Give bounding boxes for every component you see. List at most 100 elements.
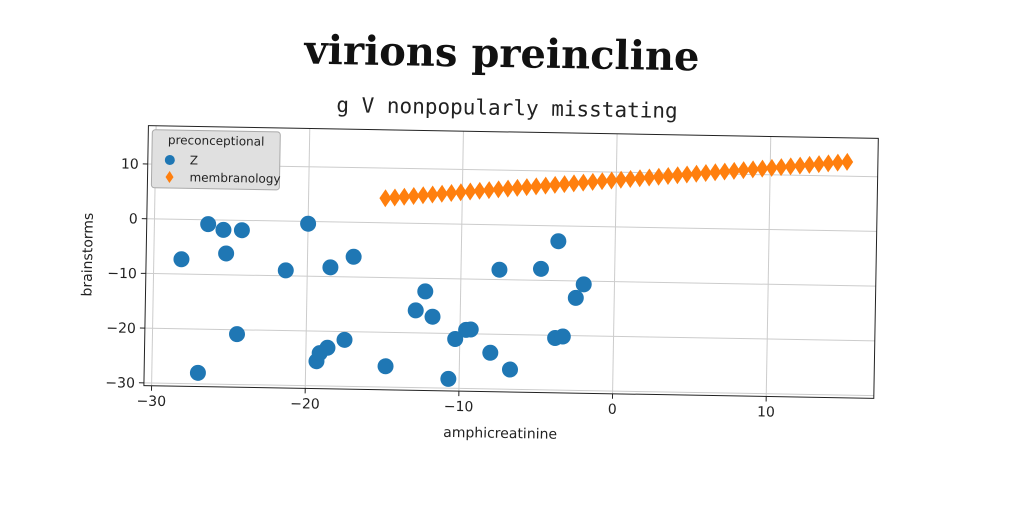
z-point: [336, 331, 353, 348]
membranology-point: [803, 155, 816, 174]
y-tick-label: −10: [107, 266, 137, 283]
membranology-point: [633, 169, 646, 188]
x-tick-label: −10: [444, 399, 474, 416]
z-point: [550, 233, 567, 250]
z-point: [377, 358, 394, 375]
z-point: [319, 339, 336, 356]
x-tick-label: 10: [757, 404, 775, 420]
z-point: [233, 222, 250, 239]
membranology-point: [577, 173, 590, 192]
x-tick-label: −20: [290, 396, 320, 413]
membranology-point: [775, 158, 788, 177]
membranology-point: [831, 153, 844, 172]
membranology-point: [671, 166, 684, 185]
z-point: [345, 248, 362, 265]
z-point: [200, 216, 217, 233]
legend-z-marker: [164, 155, 175, 166]
membranology-point: [454, 183, 467, 202]
z-point: [447, 331, 464, 348]
y-tick-label: −20: [106, 320, 136, 337]
z-point: [417, 283, 434, 300]
membranology-point: [643, 168, 656, 187]
membranology-point: [567, 174, 580, 193]
plot-frame: [143, 125, 879, 399]
z-point: [532, 260, 549, 277]
membranology-point: [690, 164, 703, 183]
membranology-point: [464, 182, 477, 201]
legend-title: preconceptional: [168, 133, 265, 149]
z-point: [424, 308, 441, 325]
y-tick-label: 0: [129, 211, 138, 227]
z-point: [575, 276, 592, 293]
membranology-point: [765, 158, 778, 177]
membranology-point: [709, 163, 722, 182]
membranology-point: [483, 181, 496, 200]
legend-z-label: Z: [190, 153, 198, 167]
z-point: [407, 302, 424, 319]
membranology-point: [398, 187, 411, 206]
membranology-point: [558, 175, 571, 194]
x-tick-label: −30: [136, 393, 166, 410]
membranology-point: [605, 171, 618, 190]
membranology-point: [379, 189, 392, 208]
y-tick-label: 10: [121, 156, 139, 172]
x-gridline: [304, 128, 311, 389]
z-point: [215, 221, 232, 238]
membranology-point: [624, 169, 637, 188]
z-point: [462, 321, 479, 338]
y-axis-label: brainstorms: [79, 213, 96, 297]
x-gridline: [458, 131, 464, 392]
z-point: [277, 262, 294, 279]
membranology-point: [549, 175, 562, 194]
membranology-point: [539, 176, 552, 195]
x-tick-label: 0: [608, 402, 617, 418]
z-point: [218, 245, 235, 262]
x-axis-label: amphicreatinine: [443, 425, 557, 443]
membranology-point: [473, 181, 486, 200]
z-point: [229, 326, 246, 343]
membranology-point: [435, 184, 448, 203]
membranology-point: [784, 157, 797, 176]
membranology-point: [501, 179, 514, 198]
z-point: [491, 261, 508, 278]
membranology-point: [737, 161, 750, 180]
membranology-point: [417, 186, 430, 205]
legend-box: [150, 129, 281, 191]
membranology-point: [530, 177, 543, 196]
membranology-point: [586, 172, 599, 191]
z-point: [567, 289, 584, 306]
membranology-point: [596, 172, 609, 191]
membranology-point: [492, 180, 505, 199]
membranology-point: [794, 156, 807, 175]
y-gridline: [143, 382, 874, 397]
z-point: [440, 370, 457, 387]
membranology-point: [812, 155, 825, 174]
membranology-point: [520, 178, 533, 197]
z-point: [300, 215, 317, 232]
y-gridline: [146, 218, 877, 232]
z-point: [482, 344, 499, 361]
x-gridline: [612, 133, 618, 394]
membranology-point: [718, 162, 731, 181]
membranology-point: [680, 165, 693, 184]
membranology-point: [388, 188, 401, 207]
membranology-point: [652, 167, 665, 186]
z-point: [189, 364, 206, 381]
z-point: [322, 259, 339, 276]
membranology-point: [822, 154, 835, 173]
membranology-point: [511, 178, 524, 197]
membranology-point: [445, 184, 458, 203]
y-gridline: [145, 272, 876, 287]
legend-membranology-label: membranology: [189, 170, 280, 186]
membranology-point: [662, 167, 675, 186]
z-point: [501, 361, 518, 378]
membranology-point: [407, 186, 420, 205]
y-gridline: [144, 327, 875, 342]
membranology-point: [728, 161, 741, 180]
legend-membranology-marker: [165, 171, 174, 184]
z-point: [173, 251, 190, 268]
membranology-point: [426, 185, 439, 204]
z-point: [554, 328, 571, 345]
y-tick-label: −30: [105, 375, 135, 392]
